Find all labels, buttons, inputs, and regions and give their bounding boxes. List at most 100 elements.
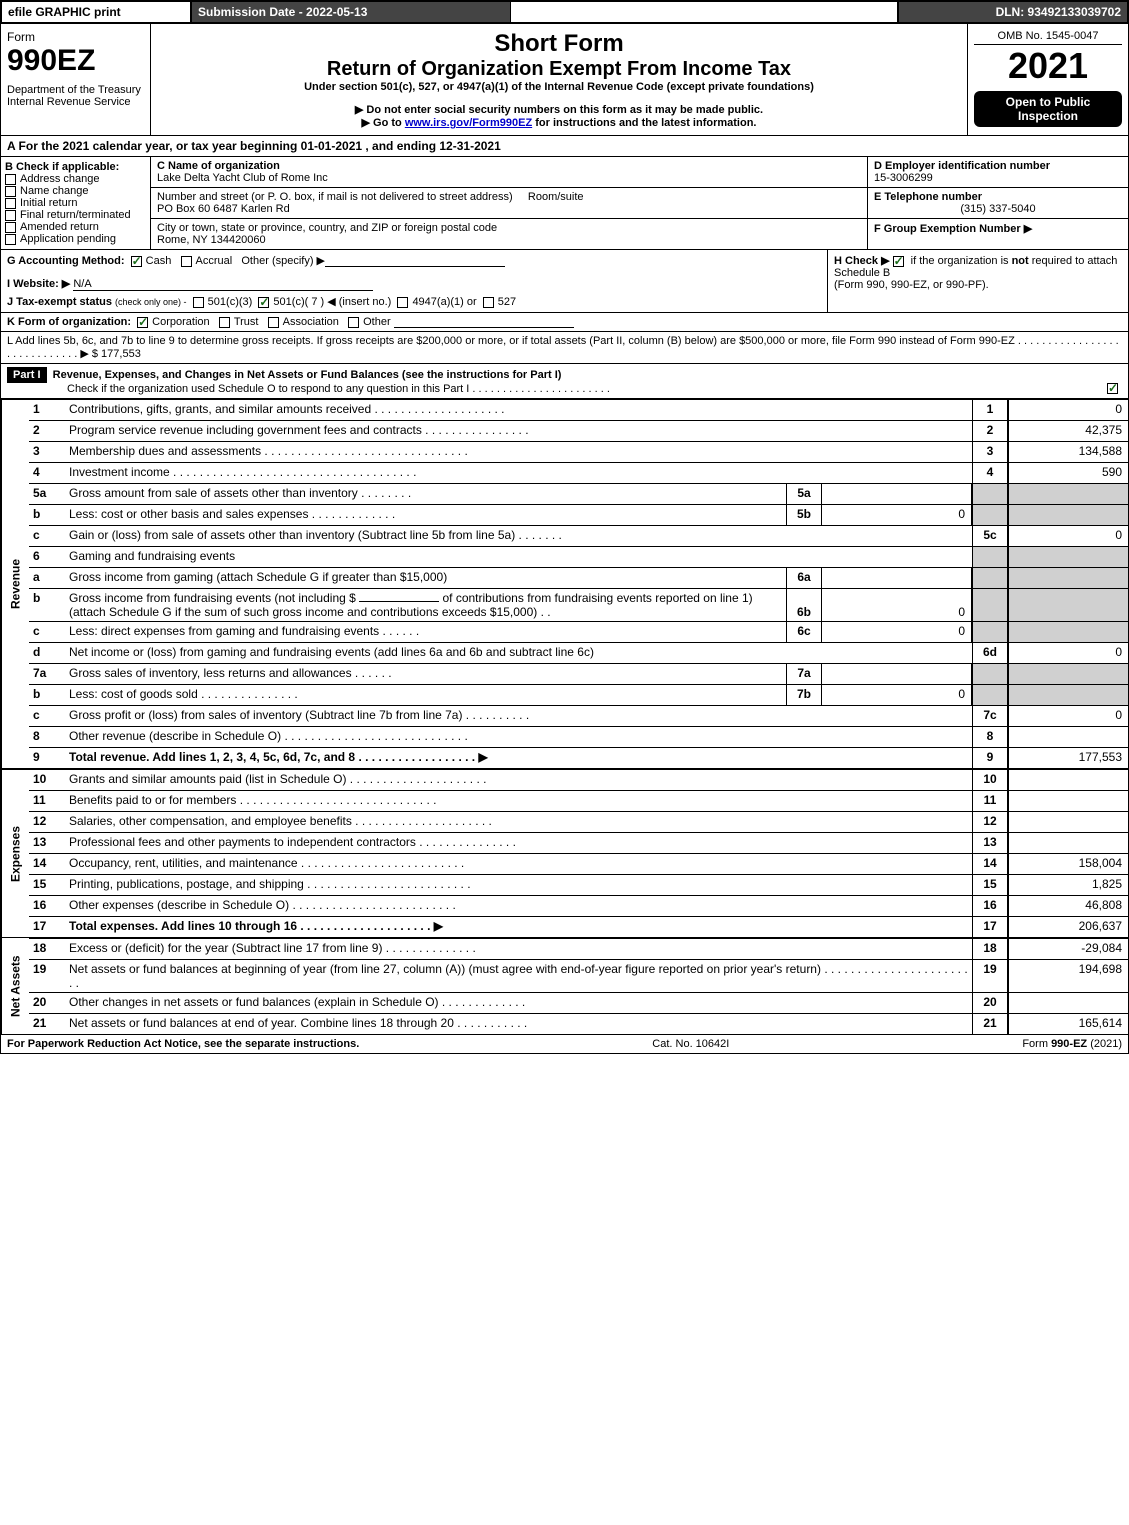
main-title: Return of Organization Exempt From Incom… (157, 58, 961, 81)
line-18: 18 Excess or (deficit) for the year (Sub… (29, 938, 1128, 959)
g-cash: Cash (146, 255, 172, 267)
k-other-org: Other (363, 316, 391, 328)
h-label: H Check ▶ (834, 255, 890, 267)
chk-part1-schedo[interactable] (1107, 383, 1118, 394)
line-14: 14 Occupancy, rent, utilities, and maint… (29, 853, 1128, 874)
footer-right: Form 990-EZ (2021) (1022, 1038, 1122, 1050)
chk-other-org[interactable] (348, 317, 359, 328)
line-19: 19 Net assets or fund balances at beginn… (29, 959, 1128, 992)
line-10: 10 Grants and similar amounts paid (list… (29, 769, 1128, 790)
chk-amended[interactable]: Amended return (5, 221, 146, 233)
short-form-title: Short Form (157, 30, 961, 58)
chk-assoc[interactable] (268, 317, 279, 328)
g-other: Other (specify) ▶ (241, 255, 325, 267)
city-block: City or town, state or province, country… (151, 219, 868, 249)
chk-501c[interactable] (258, 297, 269, 308)
goto-pre: ▶ Go to (362, 117, 405, 129)
side-revenue: Revenue (1, 399, 29, 768)
chk-4947[interactable] (397, 297, 408, 308)
chk-h[interactable] (893, 256, 904, 267)
chk-initial-return[interactable]: Initial return (5, 197, 146, 209)
part1-check-line: Check if the organization used Schedule … (67, 383, 610, 395)
j-sub: (check only one) - (115, 297, 187, 307)
chk-cash[interactable] (131, 256, 142, 267)
under-section: Under section 501(c), 527, or 4947(a)(1)… (157, 81, 961, 93)
header-left: Form 990EZ Department of the Treasury In… (1, 24, 151, 135)
phone-value: (315) 337-5040 (874, 203, 1122, 215)
line-6a: a Gross income from gaming (attach Sched… (29, 567, 1128, 588)
form-word: Form (7, 30, 144, 44)
page-footer: For Paperwork Reduction Act Notice, see … (1, 1034, 1128, 1053)
goto-line: ▶ Go to www.irs.gov/Form990EZ for instru… (157, 116, 961, 129)
top-bar: efile GRAPHIC print Submission Date - 20… (1, 1, 1128, 23)
website-value: N/A (73, 278, 373, 291)
dept-irs: Internal Revenue Service (7, 96, 144, 108)
chk-501c3[interactable] (193, 297, 204, 308)
goto-post: for instructions and the latest informat… (532, 117, 756, 129)
form-header: Form 990EZ Department of the Treasury In… (1, 23, 1128, 135)
part1-title: Revenue, Expenses, and Changes in Net As… (53, 369, 562, 381)
line-3: 3 Membership dues and assessments . . . … (29, 441, 1128, 462)
chk-527[interactable] (483, 297, 494, 308)
line-6: 6 Gaming and fundraising events (29, 546, 1128, 567)
line-6c: c Less: direct expenses from gaming and … (29, 621, 1128, 642)
j-label: J Tax-exempt status (7, 296, 112, 308)
b-heading: B Check if applicable: (5, 161, 146, 173)
line-21: 21 Net assets or fund balances at end of… (29, 1013, 1128, 1034)
h-text3: (Form 990, 990-EZ, or 990-PF). (834, 279, 989, 291)
col-b: B Check if applicable: Address change Na… (1, 157, 151, 249)
street-block: Number and street (or P. O. box, if mail… (151, 188, 868, 218)
e-block: E Telephone number (315) 337-5040 (868, 188, 1128, 218)
i-label: I Website: ▶ (7, 278, 70, 290)
chk-corp[interactable] (137, 317, 148, 328)
netassets-table: Net Assets 18 Excess or (deficit) for th… (1, 937, 1128, 1034)
f-block: F Group Exemption Number ▶ (868, 219, 1128, 249)
open-public-pill: Open to Public Inspection (974, 91, 1122, 127)
chk-application-pending[interactable]: Application pending (5, 233, 146, 245)
irs-link[interactable]: www.irs.gov/Form990EZ (405, 117, 532, 129)
city-value: Rome, NY 134420060 (157, 234, 266, 246)
f-label: F Group Exemption Number ▶ (874, 223, 1032, 235)
section-a: A For the 2021 calendar year, or tax yea… (1, 135, 1128, 156)
j-4947: 4947(a)(1) or (412, 296, 476, 308)
line-5c: c Gain or (loss) from sale of assets oth… (29, 525, 1128, 546)
header-right: OMB No. 1545-0047 2021 Open to Public In… (968, 24, 1128, 135)
submission-date: Submission Date - 2022-05-13 (191, 1, 511, 23)
k-label: K Form of organization: (7, 316, 131, 328)
block-b-cde: B Check if applicable: Address change Na… (1, 156, 1128, 249)
chk-address-change[interactable]: Address change (5, 173, 146, 185)
j-501c3: 501(c)(3) (208, 296, 253, 308)
h-not: not (1012, 255, 1029, 267)
j-501c: 501(c)( 7 ) ◀ (insert no.) (273, 296, 391, 308)
ssn-warning: ▶ Do not enter social security numbers o… (157, 103, 961, 116)
city-label: City or town, state or province, country… (157, 222, 497, 234)
g-block: G Accounting Method: Cash Accrual Other … (1, 250, 828, 312)
dept-treasury: Department of the Treasury (7, 84, 144, 96)
chk-trust[interactable] (219, 317, 230, 328)
room-label: Room/suite (528, 191, 584, 203)
l-text: L Add lines 5b, 6c, and 7b to line 9 to … (7, 335, 1119, 360)
c-label: C Name of organization (157, 160, 280, 172)
line-7a: 7a Gross sales of inventory, less return… (29, 663, 1128, 684)
chk-accrual[interactable] (181, 256, 192, 267)
col-cde: C Name of organization Lake Delta Yacht … (151, 157, 1128, 249)
org-name: Lake Delta Yacht Club of Rome Inc (157, 172, 328, 184)
chk-name-change[interactable]: Name change (5, 185, 146, 197)
h-block: H Check ▶ if the organization is not req… (828, 250, 1128, 312)
omb-number: OMB No. 1545-0047 (974, 30, 1122, 45)
line-15: 15 Printing, publications, postage, and … (29, 874, 1128, 895)
street-value: PO Box 60 6487 Karlen Rd (157, 203, 290, 215)
expenses-table: Expenses 10 Grants and similar amounts p… (1, 768, 1128, 937)
line-17: 17 Total expenses. Add lines 10 through … (29, 916, 1128, 937)
part1-header: Part I Revenue, Expenses, and Changes in… (1, 363, 1128, 398)
line-12: 12 Salaries, other compensation, and emp… (29, 811, 1128, 832)
d-block: D Employer identification number 15-3006… (868, 157, 1128, 187)
line-9: 9 Total revenue. Add lines 1, 2, 3, 4, 5… (29, 747, 1128, 768)
l-value: 177,553 (101, 348, 141, 360)
c-name-block: C Name of organization Lake Delta Yacht … (151, 157, 868, 187)
d-label: D Employer identification number (874, 160, 1050, 172)
lines-table: Revenue 1 Contributions, gifts, grants, … (1, 398, 1128, 768)
chk-final-return[interactable]: Final return/terminated (5, 209, 146, 221)
efile-print-label[interactable]: efile GRAPHIC print (1, 1, 191, 23)
g-h-block: G Accounting Method: Cash Accrual Other … (1, 249, 1128, 312)
